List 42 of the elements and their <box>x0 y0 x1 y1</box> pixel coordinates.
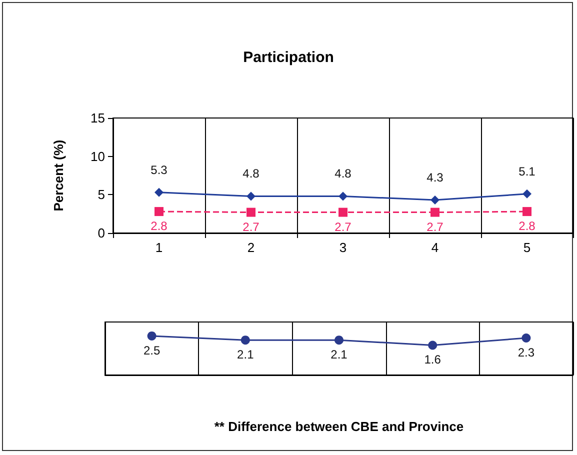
y-tick-label: 5 <box>98 187 105 202</box>
data-label: 2.3 <box>518 346 535 360</box>
data-label: 2.7 <box>426 220 444 234</box>
x-tick-label: 3 <box>339 240 347 255</box>
point <box>147 331 156 340</box>
y-axis-title: Percent (%) <box>51 140 66 212</box>
data-label: 4.8 <box>334 166 352 181</box>
data-label: 4.3 <box>426 170 444 185</box>
x-tick-label: 4 <box>431 240 439 255</box>
chart-title: Participation <box>243 49 334 66</box>
y-tick-label: 15 <box>90 110 105 126</box>
data-label: 5.3 <box>150 162 168 177</box>
point <box>428 340 438 350</box>
data-label: 2.8 <box>150 219 168 234</box>
data-label: 2.5 <box>143 343 160 358</box>
data-label: 1.6 <box>424 352 442 367</box>
x-axis-title: ** Difference between CBE and Province <box>214 419 464 434</box>
point <box>154 188 164 197</box>
point <box>338 208 348 217</box>
point <box>338 192 348 201</box>
data-label: 2.1 <box>330 348 348 362</box>
data-label: 2.7 <box>242 220 260 234</box>
point <box>246 208 256 217</box>
x-tick-label: 5 <box>523 240 531 255</box>
y-tick-label: 10 <box>90 148 105 164</box>
y-tick-label: 0 <box>98 226 105 240</box>
point <box>154 207 164 216</box>
point <box>522 207 532 216</box>
point <box>522 189 532 198</box>
x-tick-label: 1 <box>155 240 163 255</box>
data-label: 5.1 <box>518 164 536 178</box>
x-tick-label: 2 <box>247 240 255 255</box>
data-label: 2.8 <box>518 219 536 234</box>
data-label: 4.8 <box>242 166 260 181</box>
point <box>430 196 440 205</box>
point <box>430 208 440 217</box>
point <box>522 334 531 343</box>
data-label: 2.7 <box>334 220 352 234</box>
point <box>240 336 250 345</box>
data-label: 2.1 <box>237 348 254 362</box>
point <box>246 192 256 201</box>
point <box>334 336 344 345</box>
